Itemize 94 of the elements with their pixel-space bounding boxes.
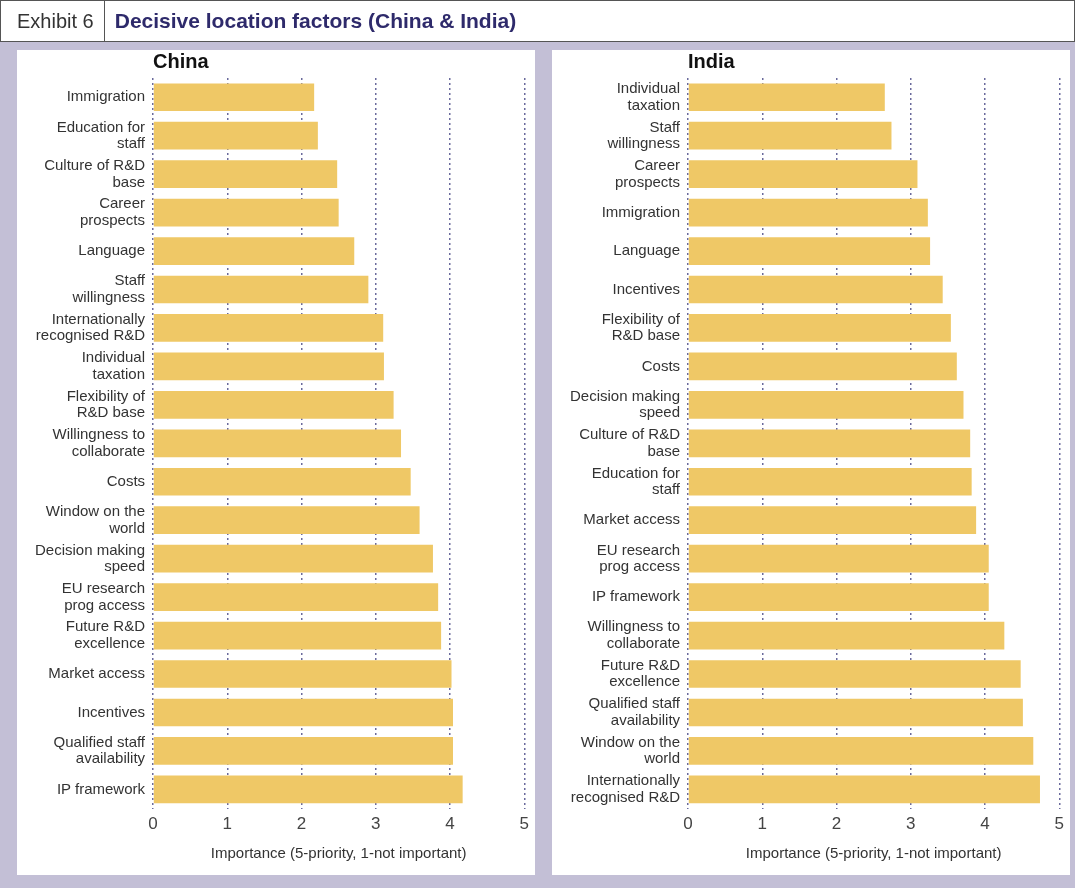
y-tick-label: Market access	[583, 510, 681, 528]
x-tick-label: 0	[683, 814, 693, 834]
y-tick-label: Immigration	[601, 202, 681, 220]
y-tick-label: Future R&D excellence	[65, 617, 146, 651]
y-tick-label: Qualified staff availability	[53, 732, 146, 767]
bar	[153, 737, 453, 765]
y-tick-label: IP framework	[591, 587, 681, 605]
chart-title: India	[688, 49, 736, 72]
bar	[153, 660, 452, 688]
bar	[688, 352, 957, 381]
y-tick-label: Window on the world	[45, 502, 146, 536]
bar	[153, 506, 420, 535]
y-tick-label: EU research prog access	[61, 579, 146, 613]
x-tick-label: 1	[757, 814, 768, 834]
bar	[153, 391, 394, 419]
y-tick-label: Education for staff	[591, 463, 681, 498]
bar	[688, 621, 1005, 650]
bar	[688, 660, 1021, 688]
y-tick-label: EU research prog access	[596, 540, 681, 575]
bar	[688, 275, 943, 304]
y-tick-label: Individual taxation	[616, 79, 681, 113]
x-tick-label: 0	[148, 814, 158, 834]
y-tick-label: Decision making speed	[570, 386, 681, 421]
bar	[688, 429, 971, 458]
bar	[688, 198, 928, 227]
y-tick-label: Decision making speed	[35, 540, 146, 575]
bar	[688, 121, 892, 150]
bar	[688, 83, 885, 112]
bar	[153, 775, 463, 804]
bar	[153, 467, 411, 496]
bar	[153, 198, 339, 227]
text: Decisive location factors (China & India)	[113, 9, 517, 33]
y-tick-label: Flexibility of R&D base	[601, 309, 681, 344]
bar	[688, 314, 951, 342]
y-tick-label: Career prospects	[615, 156, 681, 190]
y-tick-label: Education for staff	[56, 117, 146, 152]
x-tick-label: 2	[831, 814, 842, 834]
x-tick-label: 3	[906, 814, 916, 834]
bar	[153, 237, 355, 265]
y-tick-label: Internationally recognised R&D	[35, 309, 146, 344]
y-tick-label: IP framework	[56, 779, 146, 797]
x-tick-label: 5	[519, 814, 530, 834]
x-tick-label: 3	[371, 814, 381, 834]
y-tick-label: Internationally recognised R&D	[570, 771, 681, 805]
x-tick-label: 1	[222, 814, 233, 834]
x-tick-label: 4	[445, 814, 455, 834]
y-tick-label: Culture of R&D base	[579, 425, 681, 459]
y-tick-label: Career prospects	[80, 194, 146, 228]
y-tick-label: Culture of R&D base	[44, 156, 146, 190]
bar	[688, 467, 972, 496]
bar	[688, 775, 1040, 804]
y-tick-label: Willingness to collaborate	[587, 617, 681, 651]
y-tick-label: Incentives	[612, 279, 681, 297]
y-tick-label: Costs	[641, 356, 681, 374]
y-tick-label: Staff willingness	[71, 271, 146, 305]
y-tick-label: Window on the world	[580, 732, 681, 767]
bar	[153, 121, 318, 150]
bar	[153, 621, 442, 650]
text: Exhibit 6	[1, 1, 105, 41]
y-tick-label: Individual taxation	[81, 348, 146, 382]
bar	[153, 352, 384, 381]
x-tick-label: 2	[296, 814, 307, 834]
y-tick-label: Qualified staff availability	[588, 694, 681, 728]
x-axis-title: Importance (5-priority, 1-not important)	[210, 844, 467, 862]
bar	[153, 544, 433, 573]
y-tick-label: Flexibility of R&D base	[66, 386, 146, 421]
bar	[688, 506, 977, 535]
y-tick-label: Market access	[48, 664, 146, 682]
y-tick-label: Incentives	[77, 702, 146, 720]
bar	[688, 737, 1034, 765]
bar	[688, 583, 989, 611]
bar	[688, 160, 918, 188]
x-tick-label: 5	[1054, 814, 1065, 834]
y-tick-label: Staff willingness	[606, 117, 681, 152]
y-tick-label: Future R&D excellence	[600, 655, 681, 690]
chart-title: China	[153, 49, 210, 72]
y-tick-label: Language	[613, 241, 681, 259]
y-tick-label: Language	[78, 241, 146, 259]
bar	[153, 314, 384, 342]
x-axis-title: Importance (5-priority, 1-not important)	[745, 844, 1002, 862]
bar	[153, 429, 402, 458]
bar	[153, 583, 439, 611]
bar	[153, 160, 338, 188]
bar	[688, 698, 1023, 727]
bar	[153, 83, 315, 112]
y-tick-label: Willingness to collaborate	[52, 425, 146, 459]
y-tick-label: Immigration	[66, 87, 146, 105]
y-tick-label: Costs	[106, 471, 146, 489]
bar	[688, 391, 964, 419]
bar	[688, 544, 989, 573]
bar	[153, 275, 369, 304]
bar	[153, 698, 453, 727]
bar	[688, 237, 931, 265]
x-tick-label: 4	[980, 814, 990, 834]
